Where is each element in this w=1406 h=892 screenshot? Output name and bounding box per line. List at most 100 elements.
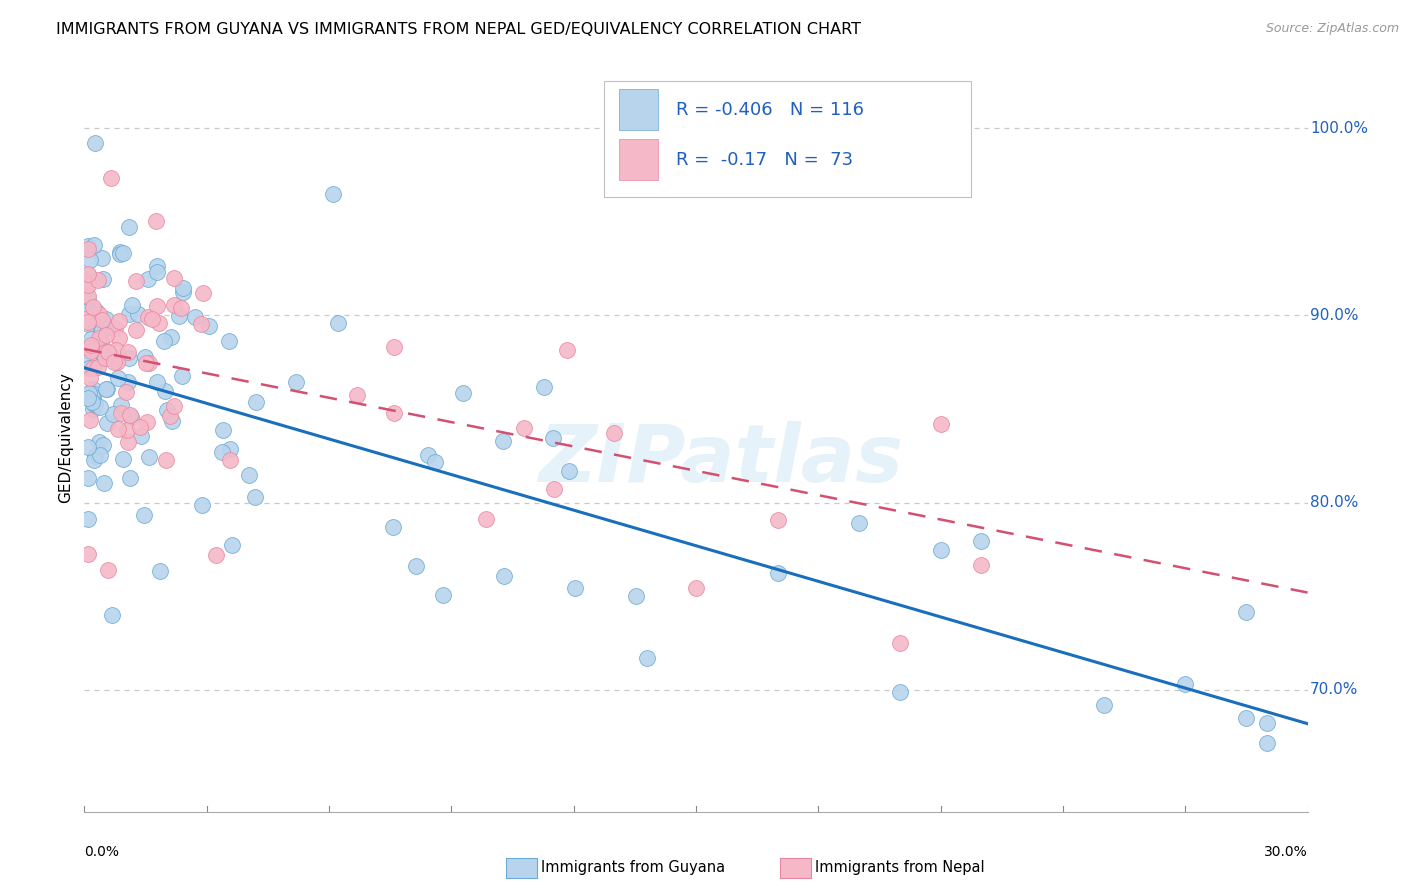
Point (82, 361, 104, 376)
Point (117, 344, 139, 359)
Point (238, 468, 260, 483)
Point (121, 298, 143, 312)
Point (118, 220, 141, 235)
Point (513, 421, 536, 435)
Point (100, 171, 122, 186)
Point (89, 401, 111, 415)
Point (84, 449, 107, 463)
Text: 70.0%: 70.0% (1310, 682, 1358, 698)
Point (543, 482, 565, 496)
Point (636, 651, 658, 665)
Point (145, 214, 167, 228)
Point (136, 310, 159, 324)
Point (83, 397, 105, 411)
Point (77, 361, 100, 376)
FancyBboxPatch shape (605, 81, 972, 197)
Point (1174, 677, 1197, 691)
Point (1092, 698, 1115, 712)
Point (110, 398, 132, 412)
Point (93, 476, 115, 491)
Point (533, 380, 555, 394)
Point (156, 403, 179, 417)
Point (77, 276, 100, 290)
Point (117, 423, 139, 437)
Point (105, 343, 128, 357)
Point (145, 265, 167, 279)
Point (77, 440, 100, 454)
Point (111, 451, 134, 466)
Point (128, 420, 150, 434)
Bar (619, 139, 658, 180)
Point (87, 331, 110, 345)
Point (155, 384, 177, 398)
Point (1234, 711, 1257, 725)
Point (211, 445, 233, 459)
Point (90, 325, 112, 339)
Point (120, 470, 142, 484)
Point (381, 520, 404, 534)
Point (101, 607, 124, 622)
Point (218, 442, 240, 456)
Point (107, 371, 129, 385)
Text: 100.0%: 100.0% (1310, 120, 1368, 136)
Point (219, 453, 242, 467)
Point (685, 581, 707, 595)
Point (110, 247, 132, 261)
Point (1256, 716, 1278, 731)
Point (77, 471, 100, 485)
Point (328, 316, 350, 330)
Point (110, 406, 132, 420)
Point (77, 303, 100, 318)
Point (93, 351, 115, 365)
Point (149, 565, 172, 579)
Point (382, 406, 405, 420)
Point (146, 299, 169, 313)
Point (889, 684, 911, 698)
Text: Immigrants from Guyana: Immigrants from Guyana (541, 860, 725, 874)
Point (84, 397, 107, 411)
Point (198, 318, 221, 333)
Point (108, 331, 131, 345)
Point (138, 450, 160, 465)
Point (129, 429, 152, 443)
Text: IMMIGRANTS FROM GUYANA VS IMMIGRANTS FROM NEPAL GED/EQUIVALENCY CORRELATION CHAR: IMMIGRANTS FROM GUYANA VS IMMIGRANTS FRO… (56, 22, 862, 37)
Point (107, 421, 129, 435)
Point (564, 582, 586, 596)
Point (159, 409, 181, 423)
Text: ZIPatlas: ZIPatlas (538, 420, 903, 499)
Point (87, 307, 110, 321)
Point (125, 323, 148, 337)
Point (191, 286, 214, 301)
Point (1256, 735, 1278, 749)
Point (77, 238, 100, 252)
Point (114, 385, 136, 400)
Point (80, 395, 103, 409)
Text: 90.0%: 90.0% (1310, 308, 1358, 323)
Text: 80.0%: 80.0% (1310, 495, 1358, 510)
Point (346, 388, 368, 402)
Point (91, 271, 114, 285)
Point (108, 244, 131, 259)
Point (77, 268, 100, 282)
Bar (619, 89, 658, 130)
Point (160, 414, 183, 428)
Point (103, 355, 125, 369)
Point (112, 245, 135, 260)
Point (118, 307, 141, 321)
Point (416, 448, 439, 462)
Point (603, 425, 626, 440)
Text: 0.0%: 0.0% (84, 846, 120, 859)
Text: 30.0%: 30.0% (1264, 846, 1308, 859)
Point (79, 412, 101, 426)
Point (134, 508, 156, 522)
Point (87, 434, 110, 449)
Point (77, 547, 100, 561)
Point (138, 356, 160, 370)
Point (127, 307, 149, 321)
Point (117, 375, 139, 389)
Point (221, 538, 243, 552)
Point (77, 243, 100, 257)
Point (101, 407, 124, 421)
Point (558, 464, 581, 478)
Point (77, 317, 100, 331)
